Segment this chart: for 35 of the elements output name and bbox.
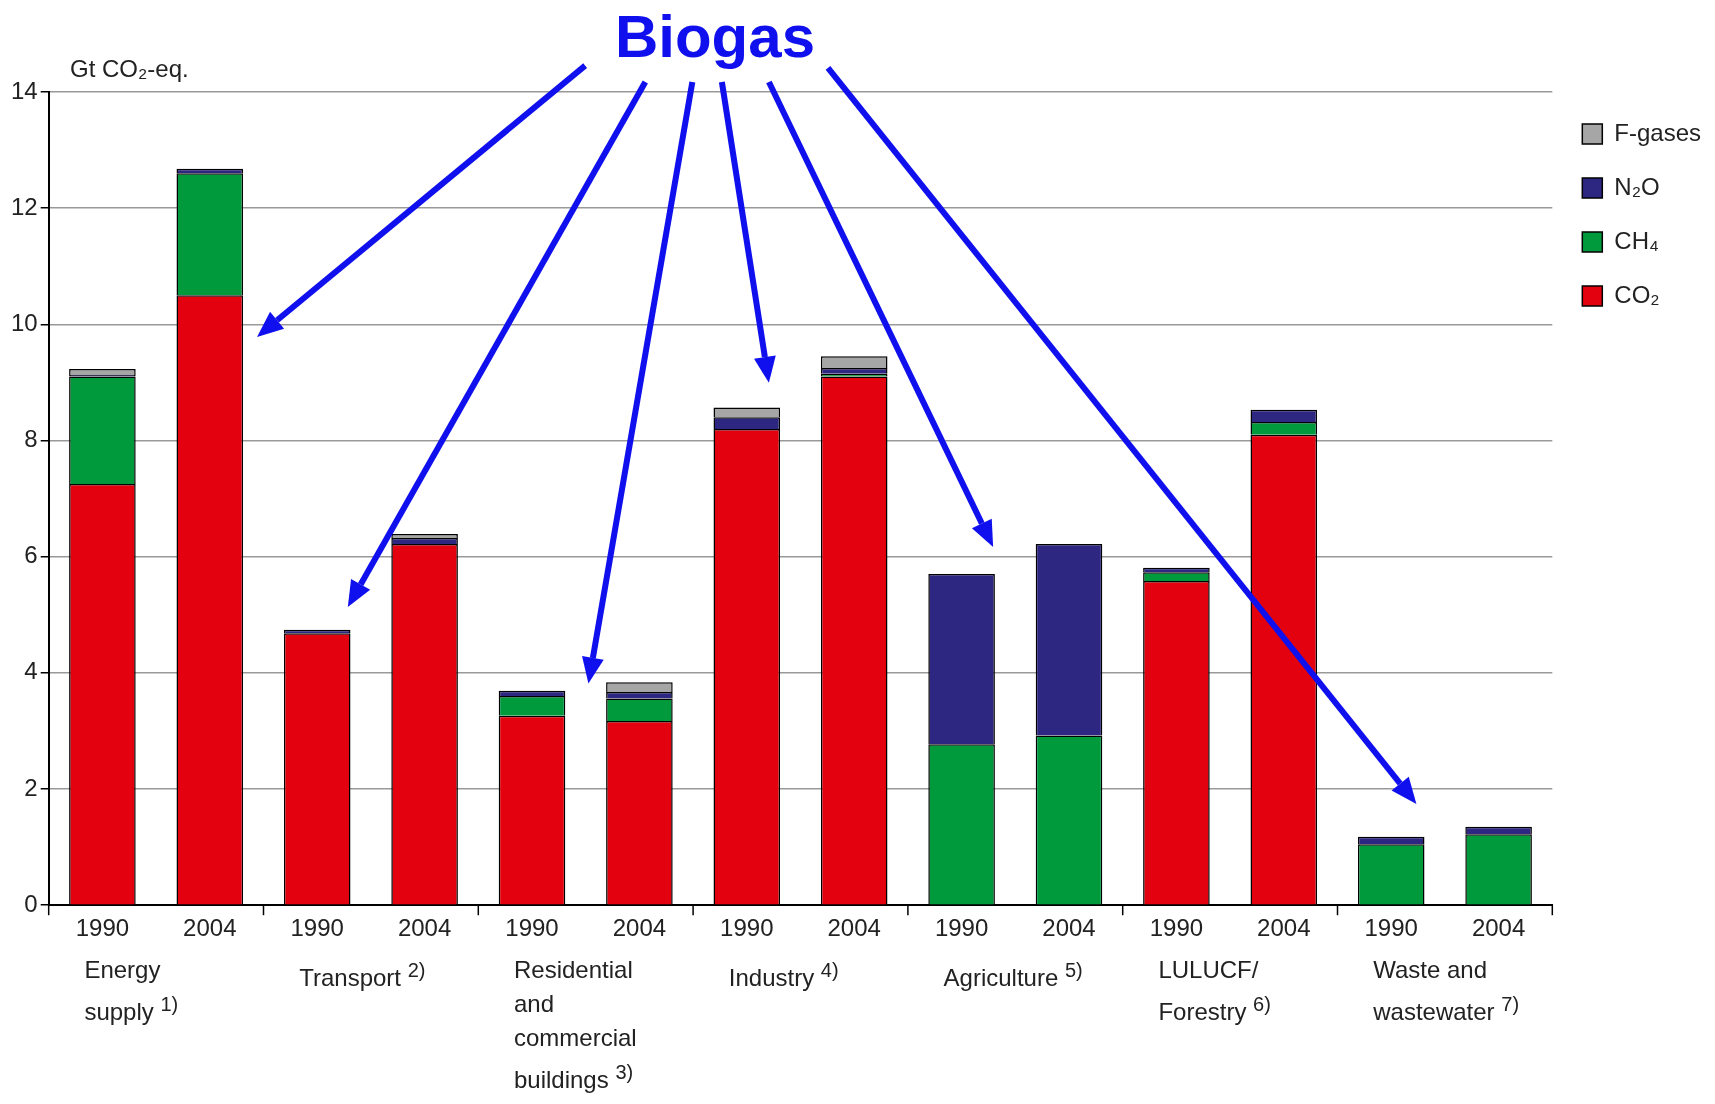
x-tick-label: 1990 [1149, 914, 1204, 942]
text: Agriculture $^{5)}$ [943, 958, 1084, 994]
text: Residential and commercial buildings $^{3)}$ [513, 955, 638, 1096]
text: Energy supply $^{1)}$ [84, 955, 180, 1028]
x-tick-label: 1990 [505, 914, 559, 942]
legend-label: F-gases [1614, 118, 1702, 146]
x-tick-label: 1990 [75, 914, 130, 942]
text: Industry $^{4)}$ [728, 958, 840, 994]
y-tick-label: 0 [24, 889, 38, 917]
x-tick-label: 2004 [1257, 914, 1311, 942]
x-tick-label: 2004 [183, 914, 237, 942]
text: Waste and wastewater $^{7)}$ [1373, 955, 1521, 1028]
x-tick-label: 1990 [1364, 914, 1418, 942]
y-tick-label: 2 [24, 773, 38, 801]
y-axis-title: Gt CO₂-eq. [70, 55, 189, 83]
legend-label: CO₂ [1614, 280, 1660, 308]
legend-label: CH₄ [1614, 226, 1659, 254]
x-tick-label: 2004 [397, 914, 452, 942]
y-tick-label: 14 [10, 76, 38, 104]
text: Transport $^{2)}$ [299, 958, 427, 994]
x-tick-label: 2004 [1042, 914, 1096, 942]
chart-title: Biogas [614, 3, 816, 70]
y-tick-label: 10 [10, 308, 38, 336]
y-tick-label: 12 [10, 192, 38, 220]
y-tick-label: 8 [24, 425, 38, 453]
y-tick-label: 4 [24, 657, 38, 685]
text: LULUCF/ Forestry $^{6)}$ [1158, 955, 1272, 1028]
y-tick-label: 6 [24, 541, 38, 569]
x-tick-label: 2004 [1471, 914, 1526, 942]
x-tick-label: 2004 [612, 914, 667, 942]
x-tick-label: 1990 [720, 914, 774, 942]
x-tick-label: 1990 [290, 914, 344, 942]
x-tick-label: 1990 [934, 914, 989, 942]
legend-label: N₂O [1614, 172, 1660, 200]
x-tick-label: 2004 [827, 914, 881, 942]
